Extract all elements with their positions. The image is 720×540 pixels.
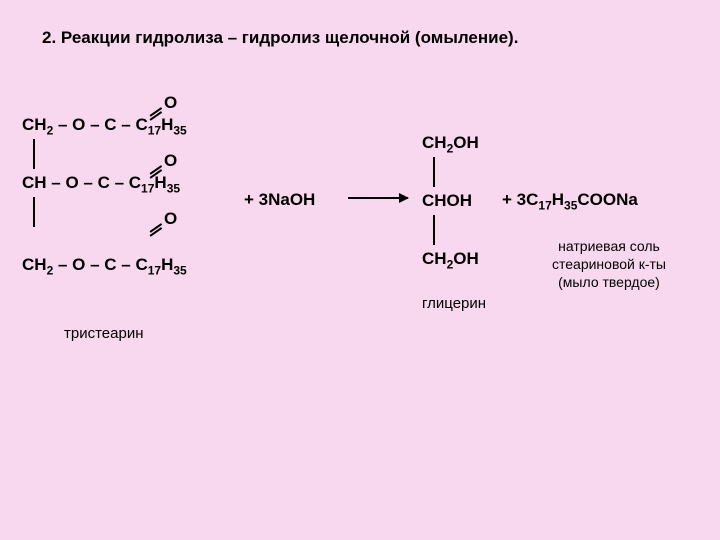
label-tristearin: тристеарин [64, 325, 143, 342]
carbonyl-oxygen-1: O [164, 93, 177, 113]
glycerol-row-2: CHOH [422, 191, 479, 215]
glycerol-bond-1 [433, 157, 435, 187]
glycerol-bond-2 [433, 215, 435, 245]
glycerol-row-1: CH2OH [422, 133, 479, 157]
product-sodium-stearate: + 3C17H35COONa [502, 190, 638, 212]
label-sodium-salt: натриевая соль стеариновой к-ты (мыло тв… [552, 237, 666, 292]
ester-chain-2: CH – O – C – C17H35 [22, 173, 187, 197]
glycerol-structure: CH2OH CHOH CH2OH [422, 133, 479, 205]
double-bond-3 [150, 231, 164, 239]
carbonyl-oxygen-2: O [164, 151, 177, 171]
glycerol-row-3: CH2OH [422, 249, 479, 273]
page-title: 2. Реакции гидролиза – гидролиз щелочной… [42, 28, 518, 48]
reaction-arrow [348, 197, 408, 199]
backbone-bond-2 [33, 197, 35, 227]
ester-chain-1: CH2 – O – C – C17H35 [22, 115, 187, 139]
carbonyl-oxygen-3: O [164, 209, 177, 229]
label-glycerin: глицерин [422, 295, 486, 312]
ester-chain-3: CH2 – O – C – C17H35 [22, 255, 187, 279]
backbone-bond-1 [33, 139, 35, 169]
tristearin-structure: O CH2 – O – C – C17H35 O CH – O – C – C1… [22, 115, 187, 187]
reagent-naoh: + 3NaOH [244, 190, 315, 210]
